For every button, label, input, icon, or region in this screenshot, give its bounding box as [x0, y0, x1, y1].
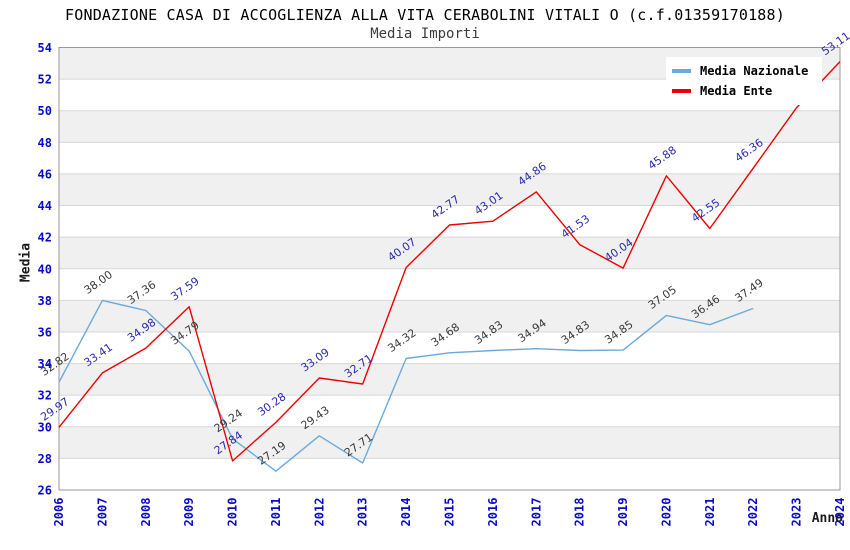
legend-label-nazionale: Media Nazionale — [700, 64, 809, 78]
series-line-media-ente — [58, 61, 841, 462]
grid-band — [59, 110, 840, 143]
y-axis-title: Media — [18, 242, 34, 283]
x-tick-label: 2011 — [269, 498, 283, 527]
x-tick-label: 2019 — [616, 498, 630, 527]
y-tick-label: 34 — [38, 357, 52, 371]
x-tick-label: 2012 — [312, 498, 326, 527]
grid-band — [59, 426, 840, 459]
y-tick-label: 44 — [38, 199, 52, 213]
x-tick-label: 2023 — [790, 498, 804, 527]
x-tick-label: 2021 — [703, 498, 717, 527]
x-tick-label: 2008 — [139, 498, 153, 527]
x-tick-label: 2010 — [226, 498, 240, 527]
chart-subtitle: Media Importi — [370, 26, 480, 42]
x-tick-label: 2015 — [443, 498, 457, 527]
legend-line-swatch-ente — [672, 89, 691, 93]
legend-label-ente: Media Ente — [700, 84, 773, 98]
data-label: 45.88 — [646, 144, 679, 173]
chart-title: FONDAZIONE CASA DI ACCOGLIENZA ALLA VITA… — [65, 6, 785, 24]
x-tick-label: 2009 — [182, 498, 196, 527]
grid-band — [59, 173, 840, 206]
y-tick-label: 50 — [38, 104, 52, 118]
data-label: 37.59 — [168, 275, 201, 304]
y-tick-label: 46 — [38, 167, 52, 181]
y-tick-label: 42 — [38, 231, 52, 245]
x-tick-label: 2013 — [356, 498, 370, 527]
legend: Media Nazionale Media Ente — [666, 57, 822, 105]
legend-item-media-nazionale: Media Nazionale — [672, 61, 822, 81]
legend-line-swatch-nazionale — [672, 69, 691, 73]
y-tick-label: 32 — [38, 389, 52, 403]
x-tick-label: 2018 — [573, 498, 587, 527]
x-tick-label: 2022 — [746, 498, 760, 527]
x-tick-label: 2007 — [95, 498, 109, 527]
plot-frame — [58, 47, 841, 491]
data-label: 38.00 — [82, 268, 115, 297]
x-axis-title: Anno — [811, 511, 843, 526]
y-tick-label: 36 — [38, 325, 52, 339]
legend-item-media-ente: Media Ente — [672, 81, 822, 101]
grid-band — [59, 300, 840, 332]
x-tick-label: 2020 — [659, 498, 673, 527]
y-tick-label: 30 — [38, 420, 52, 434]
series-line-media-nazionale — [58, 299, 754, 472]
x-tick-label: 2006 — [52, 498, 66, 527]
x-tick-label: 2014 — [399, 498, 413, 527]
grid-band — [59, 363, 840, 396]
y-tick-label: 48 — [38, 136, 52, 150]
grid-band — [59, 237, 840, 269]
x-tick-label: 2024 — [833, 498, 847, 527]
y-tick-label: 26 — [38, 484, 52, 498]
y-tick-label: 40 — [38, 262, 52, 276]
y-tick-label: 38 — [38, 294, 52, 308]
y-tick-label: 28 — [38, 452, 52, 466]
x-tick-label: 2017 — [529, 498, 543, 527]
y-tick-label: 54 — [38, 41, 52, 55]
x-tick-label: 2016 — [486, 498, 500, 527]
y-tick-label: 52 — [38, 73, 52, 87]
